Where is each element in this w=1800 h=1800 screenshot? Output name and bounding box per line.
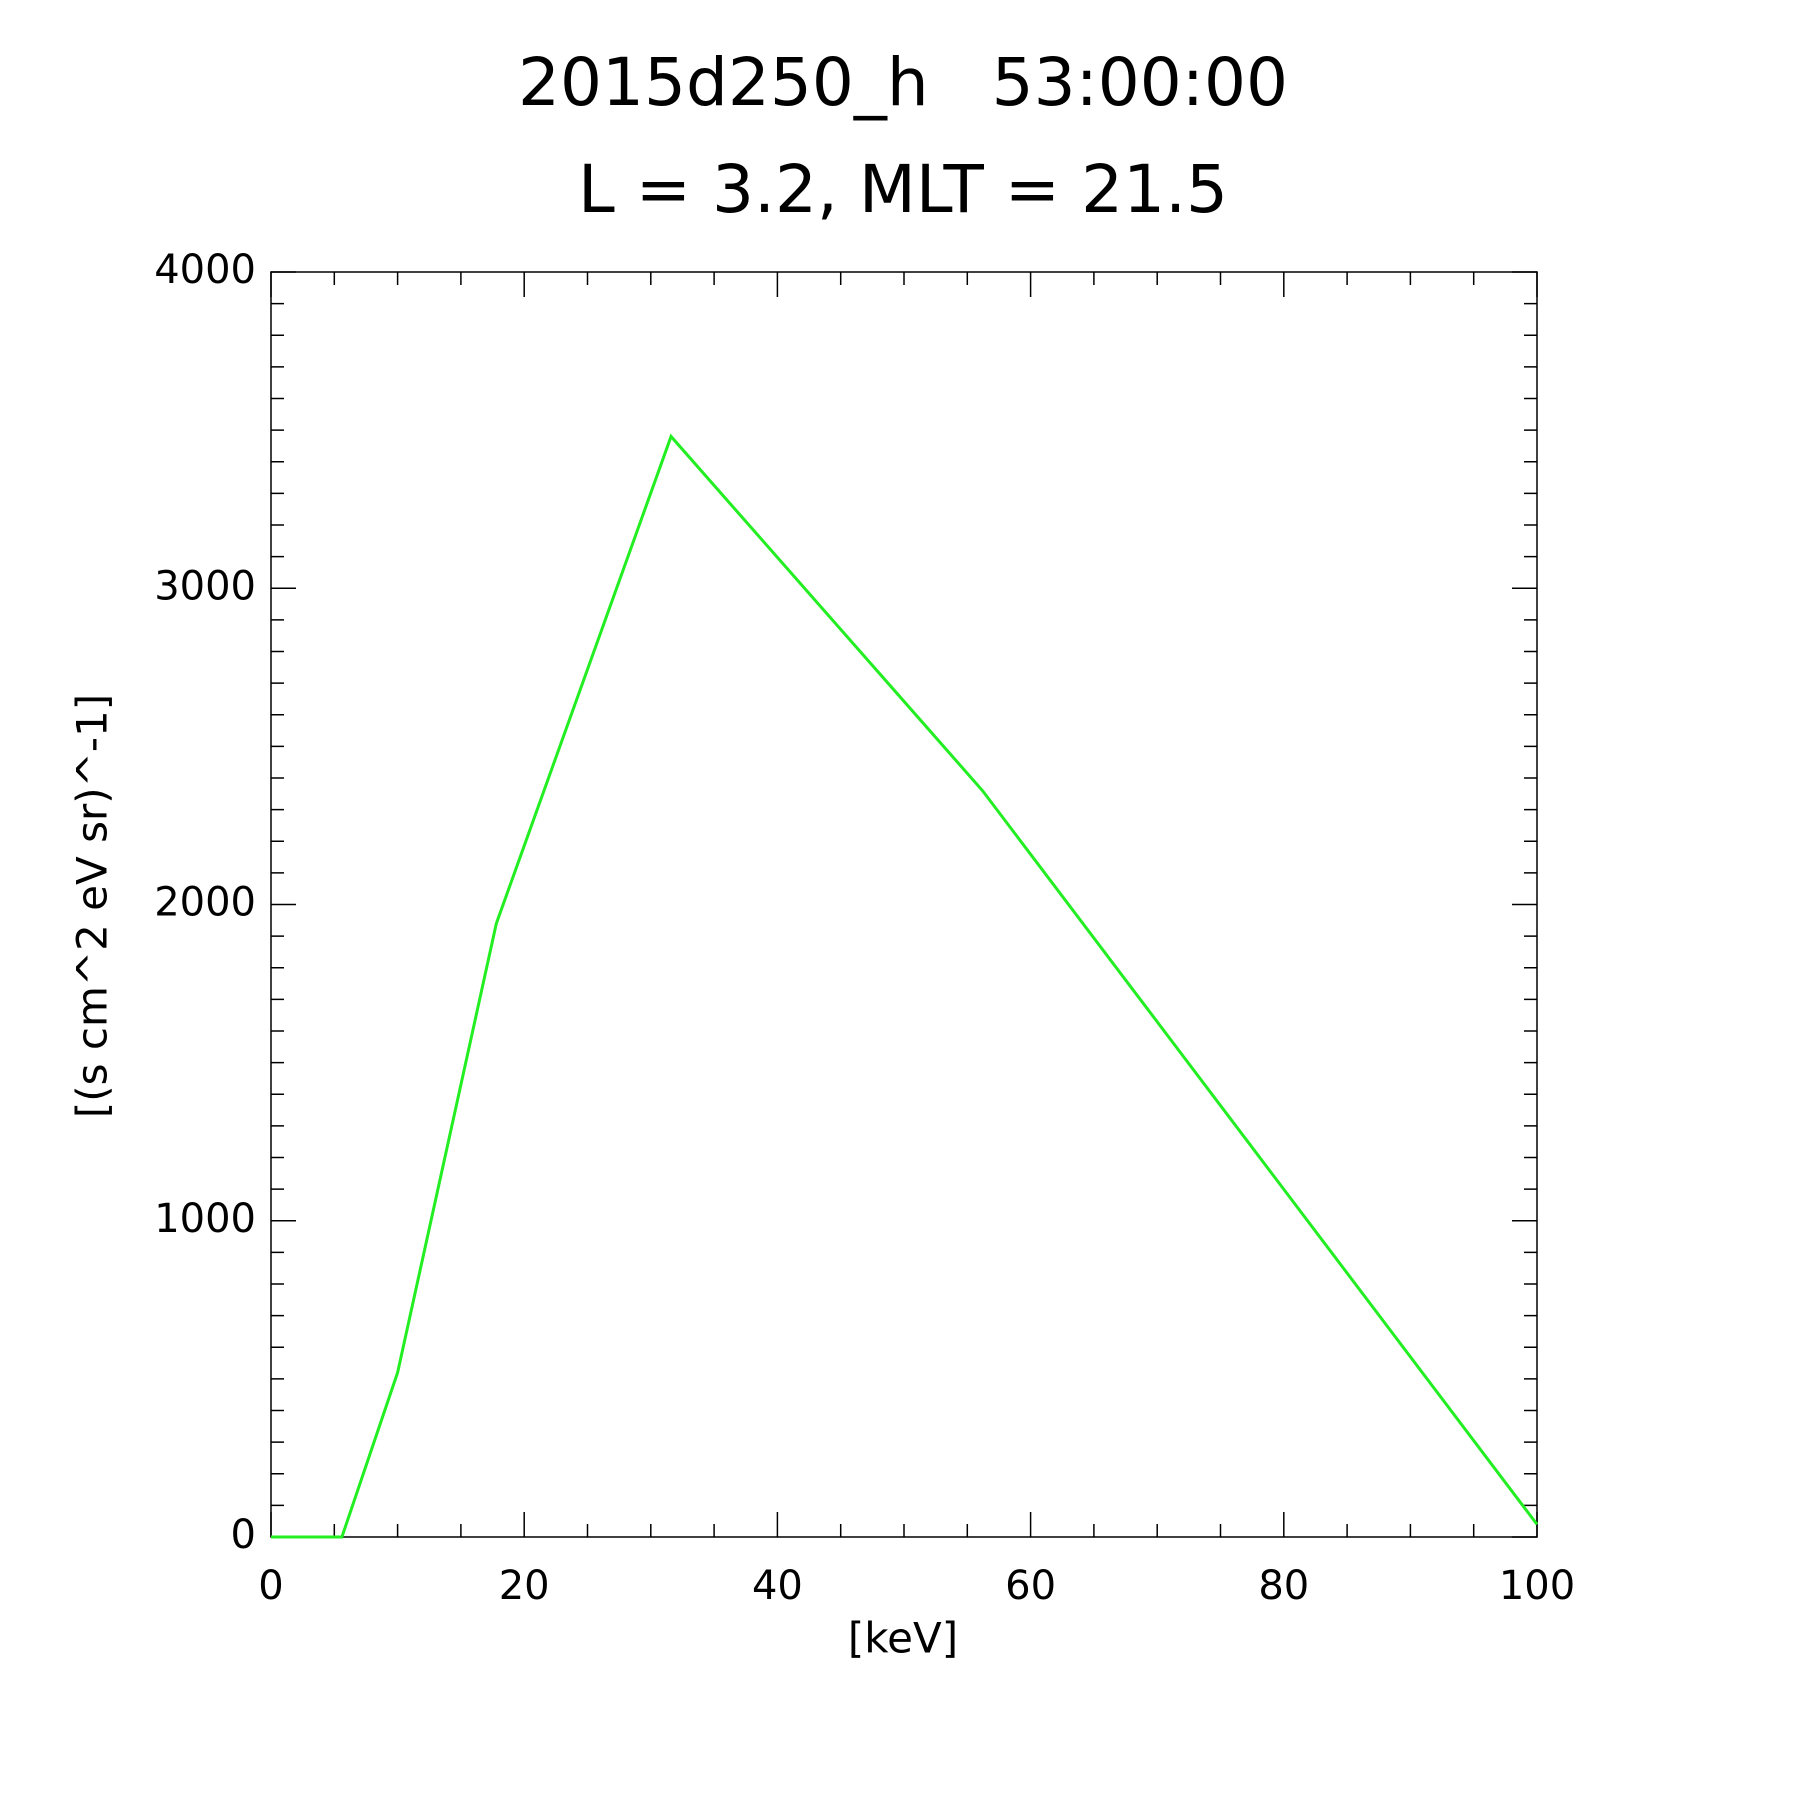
chart-subtitle: L = 3.2, MLT = 21.5: [578, 151, 1228, 228]
x-tick-label: 40: [752, 1563, 803, 1609]
y-axis-label: [(s cm^2 eV sr)^-1]: [68, 694, 117, 1118]
y-tick-label: 2000: [154, 880, 256, 926]
x-tick-label: 60: [1005, 1563, 1056, 1609]
y-tick-label: 1000: [154, 1196, 256, 1242]
x-axis-label: [keV]: [848, 1614, 958, 1663]
x-tick-label: 20: [499, 1563, 550, 1609]
y-tick-label: 3000: [154, 563, 256, 609]
chart-title: 2015d250_h 53:00:00: [518, 44, 1288, 121]
y-tick-label: 4000: [154, 247, 256, 293]
x-tick-label: 100: [1499, 1563, 1575, 1609]
x-tick-label: 0: [258, 1563, 283, 1609]
data-line: [271, 433, 1539, 1539]
x-tick-label: 80: [1258, 1563, 1309, 1609]
y-tick-label: 0: [231, 1512, 256, 1558]
